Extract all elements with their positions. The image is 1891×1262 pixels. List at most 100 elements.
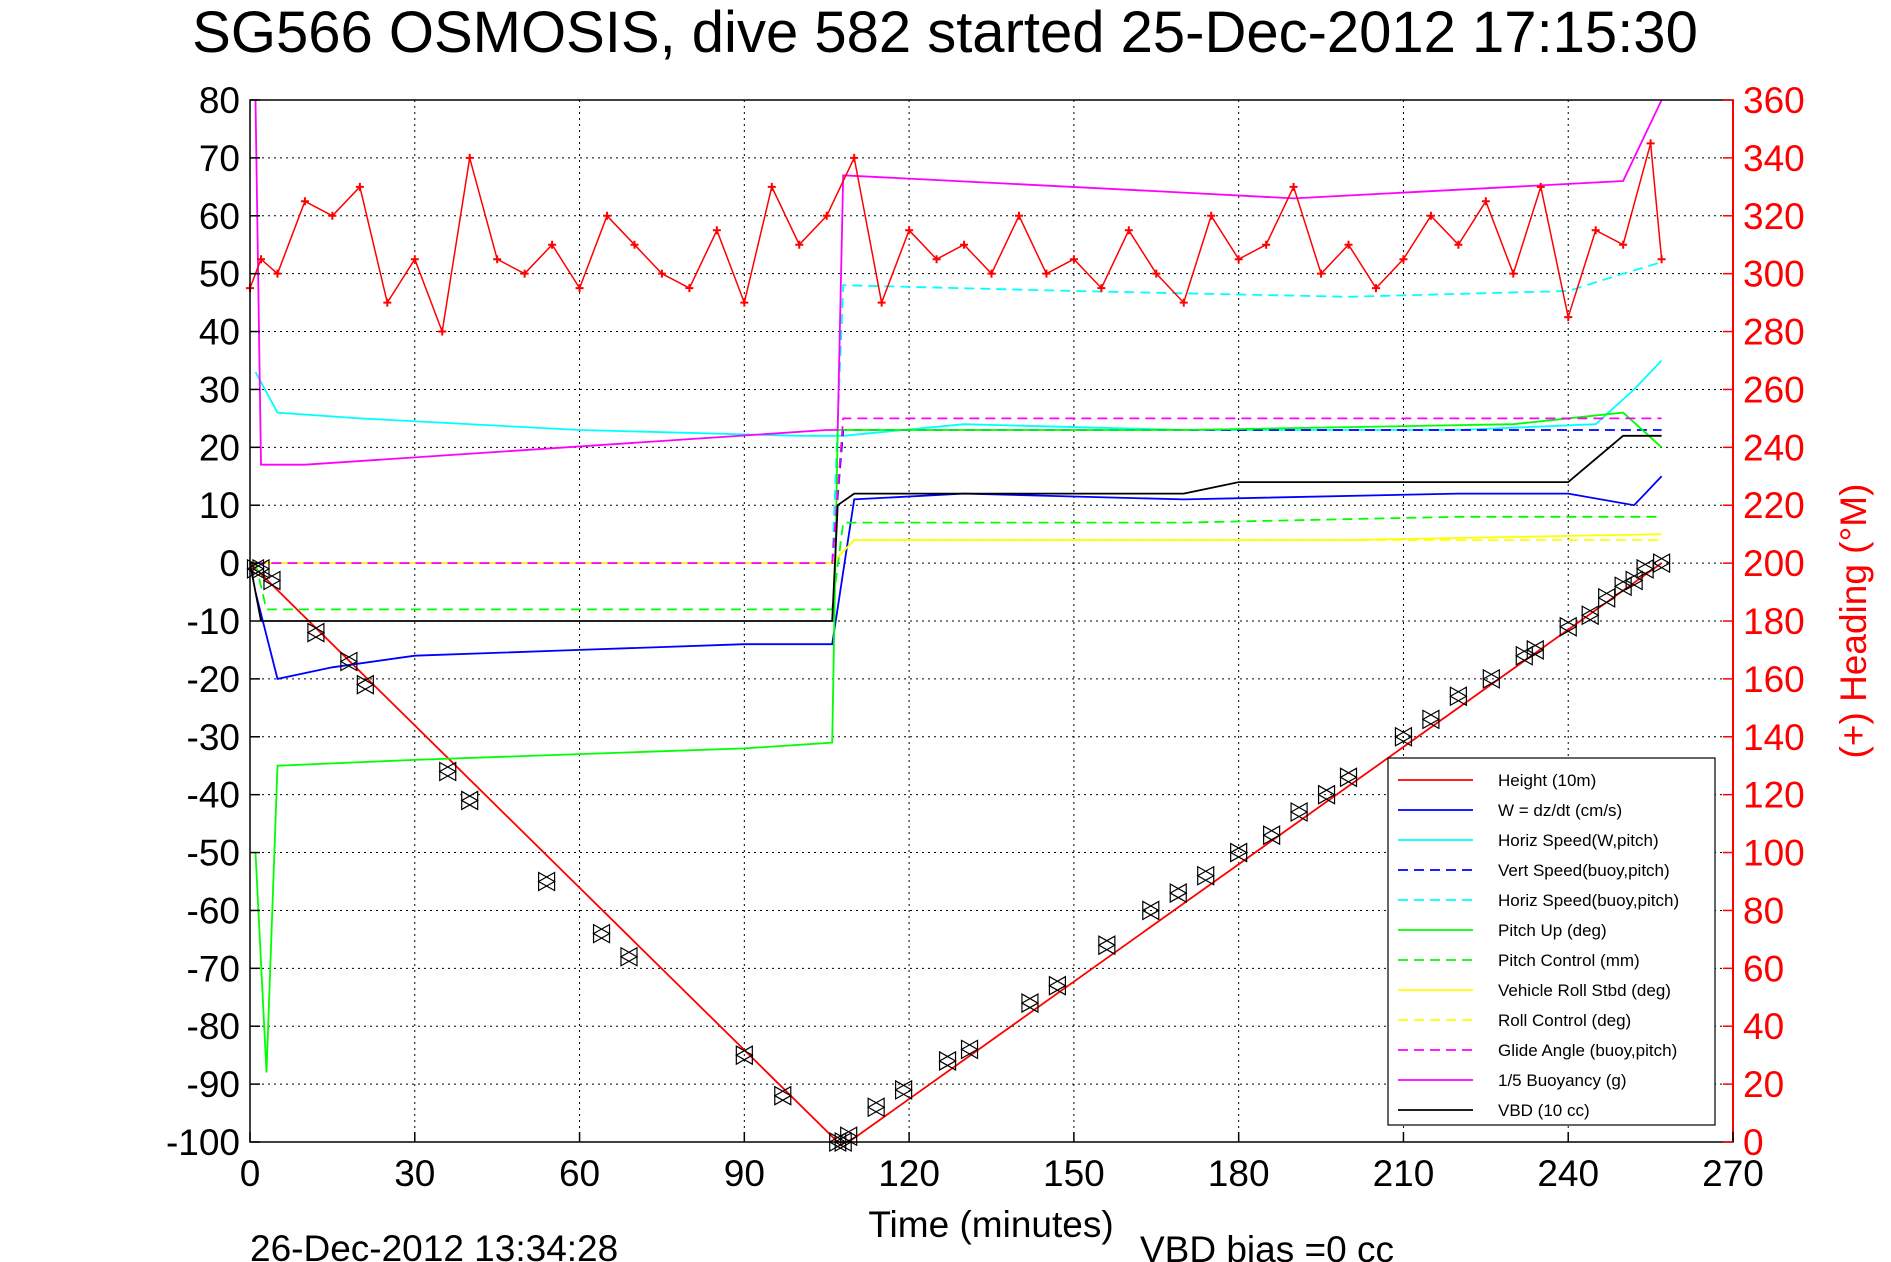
height-marker-left <box>592 923 611 944</box>
heading-point <box>493 255 502 264</box>
heading-point <box>1124 226 1133 235</box>
y-tick-label: 40 <box>199 312 240 353</box>
y-axis-ticks: 80 70 60 50 40 30 20 10 0 -10 -20 -30 -40 -50 -60 -70 -8… <box>166 80 260 1163</box>
y-tick-label: 0 <box>219 543 240 584</box>
legend-label: Vehicle Roll Stbd (deg) <box>1498 981 1671 1000</box>
height-marker-left <box>1652 553 1671 574</box>
heading-point <box>1454 240 1463 249</box>
height-marker-left <box>438 761 457 782</box>
heading-point <box>383 298 392 307</box>
y-tick-label: 10 <box>199 485 240 526</box>
right-tick-label: 220 <box>1743 485 1805 526</box>
footer-bias: VBD bias =0 cc <box>1140 1229 1394 1262</box>
y-tick-label: 20 <box>199 427 240 468</box>
height-marker-left <box>1394 726 1413 747</box>
heading-point <box>795 240 804 249</box>
right-tick-label: 100 <box>1743 833 1805 874</box>
right-tick-label: 340 <box>1743 138 1805 179</box>
right-tick-label: 240 <box>1743 427 1805 468</box>
legend-box <box>1387 757 1716 1126</box>
heading-point <box>1564 313 1573 322</box>
height-marker-left <box>306 622 325 643</box>
height-marker-left <box>619 946 638 967</box>
x-tick-label: 240 <box>1537 1153 1599 1194</box>
height-marker-left <box>1048 975 1067 996</box>
height-marker-right <box>356 674 375 695</box>
heading-point <box>1657 255 1666 264</box>
heading-point <box>630 240 639 249</box>
right-axis-label: (+) Heading (°M) <box>1833 484 1874 759</box>
heading-point <box>1619 240 1628 249</box>
heading-point <box>822 211 831 220</box>
right-tick-label: 120 <box>1743 775 1805 816</box>
height-marker-left <box>1515 645 1533 666</box>
chart-title: SG566 OSMOSIS, dive 582 started 25-Dec-2… <box>192 0 1698 65</box>
heading-point <box>1069 255 1078 264</box>
heading-point <box>1152 269 1161 278</box>
legend-label: Horiz Speed(buoy,pitch) <box>1498 891 1679 910</box>
legend-label: Pitch Control (mm) <box>1498 951 1640 970</box>
height-marker-right <box>1230 842 1248 863</box>
heading-point <box>1399 255 1408 264</box>
legend: Height (10m) W = dz/dt (cm/s) Horiz Speed(… <box>1387 757 1716 1126</box>
height-marker-right <box>1169 883 1188 904</box>
right-tick-label: 20 <box>1743 1064 1784 1105</box>
heading-point <box>960 240 969 249</box>
height-marker-right <box>1048 975 1067 996</box>
y-tick-label: -50 <box>187 833 240 874</box>
y-tick-label: -30 <box>187 717 240 758</box>
right-tick-label: 0 <box>1743 1122 1764 1163</box>
y-tick-label: -40 <box>187 775 240 816</box>
heading-point <box>1014 211 1023 220</box>
heading-point <box>987 269 996 278</box>
y-tick-label: -60 <box>187 890 240 931</box>
legend-label: Pitch Up (deg) <box>1498 921 1607 940</box>
height-marker-right <box>620 946 639 967</box>
right-tick-label: 360 <box>1743 80 1805 121</box>
x-axis-ticks: 0 30 60 90 120 150 180 210 240 270 <box>240 1132 1764 1194</box>
y-tick-label: -90 <box>187 1064 240 1105</box>
height-marker-left <box>1141 900 1160 921</box>
x-tick-label: 0 <box>240 1153 261 1194</box>
height-marker-left <box>1339 767 1358 788</box>
height-marker-right <box>461 790 479 811</box>
right-tick-label: 320 <box>1743 196 1805 237</box>
height-marker-left <box>960 1039 979 1060</box>
heading-point <box>685 284 694 293</box>
heading-point <box>1591 226 1600 235</box>
height-marker-left <box>894 1079 913 1100</box>
heading-point <box>256 255 265 264</box>
height-marker-right <box>1098 935 1117 956</box>
heading-point <box>1646 139 1655 148</box>
right-tick-label: 140 <box>1743 717 1805 758</box>
height-marker-left <box>1421 709 1440 730</box>
y-tick-label: -100 <box>166 1122 240 1163</box>
heading-point <box>273 269 282 278</box>
legend-label: Glide Angle (buoy,pitch) <box>1498 1041 1677 1060</box>
heading-point <box>1262 240 1271 249</box>
x-tick-label: 120 <box>878 1153 940 1194</box>
y-tick-label: -10 <box>187 601 240 642</box>
heading-point <box>1509 269 1518 278</box>
height-marker-left <box>460 790 479 811</box>
series-line <box>249 143 1663 335</box>
heading-point <box>1426 211 1435 220</box>
right-tick-label: 80 <box>1743 890 1784 931</box>
heading-point <box>575 284 584 293</box>
heading-point <box>355 182 364 191</box>
y-tick-label: 70 <box>199 138 240 179</box>
x-tick-label: 150 <box>1043 1153 1105 1194</box>
series-line <box>254 99 1663 466</box>
heading-point <box>548 240 557 249</box>
height-marker-right <box>774 1085 793 1106</box>
series-line <box>249 434 1662 622</box>
right-tick-label: 260 <box>1743 369 1805 410</box>
x-axis-label: Time (minutes) <box>868 1204 1113 1245</box>
y-tick-label: -80 <box>187 1006 240 1047</box>
heading-point <box>603 211 612 220</box>
x-tick-label: 180 <box>1208 1153 1270 1194</box>
legend-label: Vert Speed(buoy,pitch) <box>1498 861 1670 880</box>
height-marker-left <box>251 558 270 579</box>
height-marker-left <box>246 558 265 579</box>
